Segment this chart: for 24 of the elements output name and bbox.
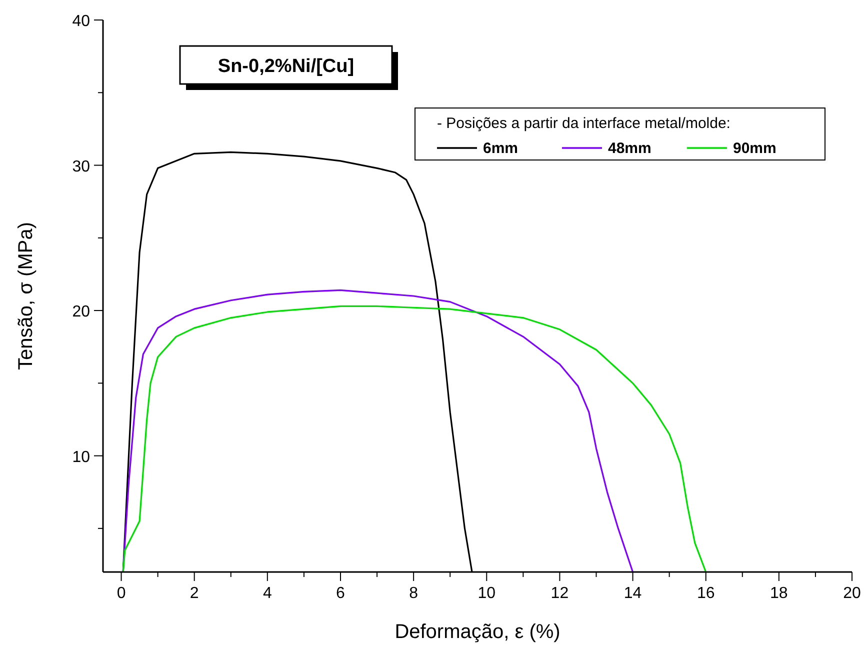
x-tick-label: 6 <box>336 585 346 602</box>
y-axis-title: Tensão, σ (MPa) <box>15 222 37 370</box>
y-tick-label: 30 <box>72 158 90 176</box>
line-series <box>122 305 707 572</box>
annotation: Sn-0,2%Ni/[Cu] <box>218 56 354 77</box>
x-tick-label: 20 <box>843 585 861 602</box>
x-tick-label: 4 <box>262 585 272 602</box>
legend-label: 48mm <box>608 140 652 157</box>
y-tick-label: 20 <box>72 304 90 321</box>
x-tick-label: 8 <box>409 585 418 602</box>
y-tick-label: 10 <box>72 448 90 466</box>
x-tick-label: 2 <box>190 585 199 602</box>
line-series <box>122 289 634 572</box>
x-axis-title: Deformação, ε (%) <box>394 621 560 643</box>
x-tick-label: 10 <box>478 585 496 602</box>
legend-label: 90mm <box>733 140 776 157</box>
x-tick-label: 12 <box>550 585 569 602</box>
legend-label: 6mm <box>483 140 518 157</box>
legend-title: - Posições a partir da interface metal/molde: <box>437 115 730 132</box>
x-tick-label: 0 <box>116 585 126 602</box>
x-tick-label: 18 <box>770 585 788 602</box>
x-tick-label: 16 <box>696 585 715 602</box>
x-tick-label: 14 <box>624 585 642 602</box>
y-tick-label: 40 <box>72 13 90 30</box>
